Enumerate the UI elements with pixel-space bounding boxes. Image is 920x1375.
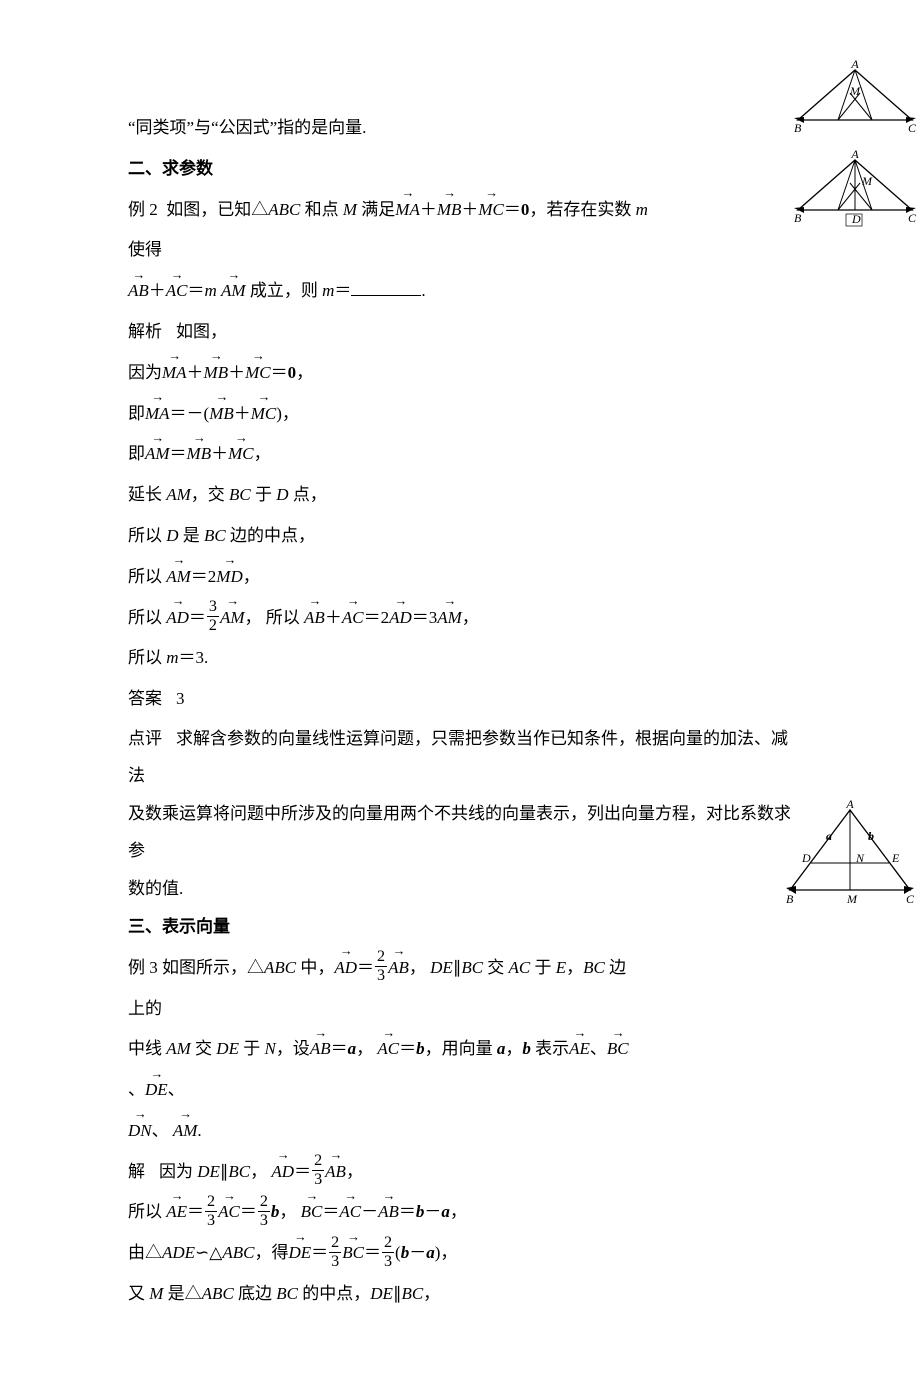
svg-text:A: A [850, 150, 859, 161]
comment-line-2: 及数乘运算将问题中所涉及的向量用两个不共线的向量表示，列出向量方程，对比系数求参 [128, 795, 792, 870]
svg-text:N: N [855, 851, 865, 865]
section-3-heading: 三、表示向量 [128, 907, 792, 948]
svg-text:B: B [794, 121, 802, 135]
solution-label: 解 [128, 1162, 145, 1181]
comment-line-1: 点评求解含参数的向量线性运算问题，只需把参数当作已知条件，根据向量的加法、减法 [128, 720, 792, 795]
proof-line-7: 所以 AD＝32AM， 所以 AB＋AC＝2AD＝3AM， [128, 598, 792, 639]
comment-line-3: 数的值. [128, 870, 792, 907]
svg-text:C: C [908, 121, 917, 135]
svg-text:b: b [868, 829, 874, 843]
answer-blank [351, 278, 421, 296]
answer-line: 答案3 [128, 679, 792, 720]
analysis-label: 解析 [128, 322, 162, 341]
comment-label: 点评 [128, 729, 162, 748]
answer-label: 答案 [128, 689, 162, 708]
proof-line-4: 延长 AM，交 BC 于 D 点， [128, 475, 792, 516]
figure-triangle-3: A B C D E M N a b [780, 800, 920, 910]
example-label: 例 3 [128, 958, 158, 977]
solution-line-4: 又 M 是△ABC 底边 BC 的中点，DE∥BC， [128, 1274, 792, 1315]
figure-triangle-1: A B C M [790, 60, 920, 138]
fraction-3-2: 32 [207, 599, 219, 634]
proof-line-3: 即AM＝MB＋MC， [128, 434, 792, 475]
svg-text:C: C [908, 211, 917, 225]
intro-tail: “同类项”与“公因式”指的是向量. [128, 108, 792, 149]
svg-text:D: D [801, 851, 811, 865]
svg-text:A: A [850, 60, 859, 71]
svg-text:B: B [794, 211, 802, 225]
solution-line-2: 所以 AE＝23AC＝23b， BC＝AC－AB＝b－a， [128, 1192, 792, 1233]
example-2-line2: AB＋AC＝m AM 成立，则 m＝. [128, 271, 792, 312]
example-3-line3: DN、 AM. [128, 1111, 792, 1152]
svg-text:E: E [891, 851, 900, 865]
example-3-line1: 例 3 如图所示，△ABC 中，AD＝23AB， DE∥BC 交 AC 于 E，… [128, 948, 792, 1030]
svg-text:a: a [826, 829, 832, 843]
figure-triangle-2: A B C M D [790, 150, 920, 232]
svg-text:M: M [846, 892, 858, 906]
example-3-line2: 中线 AM 交 DE 于 N，设AB＝a， AC＝b，用向量 a，b 表示AE、… [128, 1029, 792, 1111]
solution-line-3: 由△ADE∽△ABC，得DE＝23BC＝23(b－a)， [128, 1233, 792, 1274]
fraction-2-3: 23 [375, 949, 387, 984]
page: A B C M A B C M D A B C D E M N a b [0, 0, 920, 1375]
svg-text:M: M [849, 84, 861, 98]
svg-text:C: C [906, 892, 915, 906]
example-label: 例 2 [128, 200, 158, 219]
proof-line-8: 所以 m＝3. [128, 638, 792, 679]
svg-text:A: A [845, 800, 854, 811]
svg-text:M: M [861, 174, 873, 188]
